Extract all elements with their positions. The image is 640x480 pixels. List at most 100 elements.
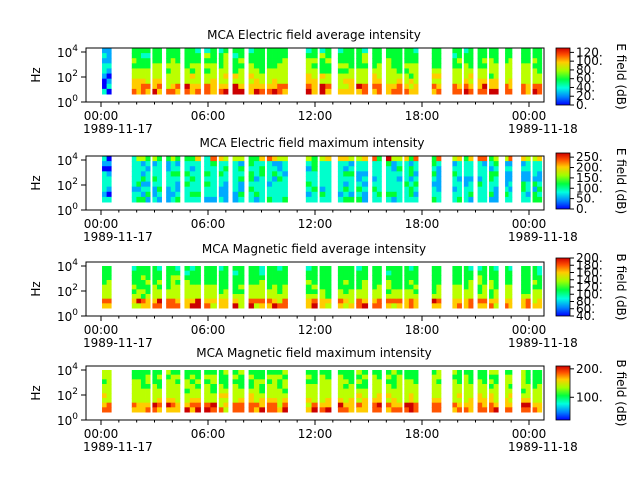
spectrogram-cell <box>152 156 158 162</box>
spectrogram-cell <box>195 303 201 309</box>
spectrogram-cell <box>508 284 513 290</box>
spectrogram-cell <box>508 196 513 203</box>
spectrogram-cell <box>456 270 462 276</box>
spectrogram-cell <box>508 156 513 162</box>
spectrogram-cell <box>477 266 483 272</box>
spectrogram-cell <box>218 196 224 203</box>
spectrogram-cell <box>140 289 146 295</box>
spectrogram-cell <box>532 58 538 64</box>
spectrogram-cell <box>145 176 151 183</box>
spectrogram-cell <box>272 88 278 95</box>
spectrogram-cell <box>343 171 349 177</box>
y-tick-exponent: 2 <box>72 283 78 293</box>
spectrogram-cell <box>152 294 158 300</box>
spectrogram-cell <box>493 83 499 90</box>
spectrogram-cell <box>508 176 513 183</box>
spectrogram-cell <box>431 303 437 309</box>
spectrogram-cell <box>396 73 403 80</box>
spectrogram-cell <box>325 384 332 390</box>
spectrogram-cell <box>391 384 398 390</box>
spectrogram-cell <box>361 68 369 75</box>
spectrogram-cell <box>136 73 142 80</box>
spectrogram-cell <box>404 270 410 276</box>
spectrogram-cell <box>106 275 112 281</box>
spectrogram-cell <box>477 68 483 75</box>
spectrogram-cell <box>537 402 543 408</box>
spectrogram-cell <box>337 284 344 290</box>
spectrogram-cell <box>477 181 483 188</box>
spectrogram-cell <box>521 294 527 300</box>
spectrogram-cell <box>175 402 181 408</box>
spectrogram-cell <box>325 398 332 404</box>
spectrogram-cell <box>102 275 108 281</box>
spectrogram-cell <box>493 270 499 276</box>
spectrogram-cell <box>259 275 266 281</box>
spectrogram-cell <box>477 48 483 54</box>
spectrogram-cell <box>152 166 158 172</box>
spectrogram-cell <box>102 388 108 394</box>
spectrogram-cell <box>521 181 527 188</box>
spectrogram-cell <box>272 294 278 300</box>
spectrogram-cell <box>166 161 172 167</box>
spectrogram-cell <box>272 388 278 394</box>
spectrogram-cell <box>337 166 344 172</box>
spectrogram-cell <box>436 196 442 203</box>
spectrogram-cell <box>376 68 382 75</box>
spectrogram-cell <box>204 407 211 413</box>
spectrogram-cell <box>272 156 278 162</box>
spectrogram-cell <box>152 186 158 193</box>
spectrogram-cell <box>482 398 488 404</box>
spectrogram-cell <box>232 161 239 167</box>
spectrogram-cell <box>272 266 278 272</box>
spectrogram-cell <box>131 398 137 404</box>
spectrogram-cell <box>152 88 158 95</box>
spectrogram-cell <box>238 402 245 408</box>
spectrogram-cell <box>166 58 172 64</box>
spectrogram-cell <box>489 53 495 59</box>
spectrogram-cell <box>505 166 509 172</box>
spectrogram-cell <box>468 58 474 64</box>
spectrogram-cell <box>361 171 369 177</box>
spectrogram-cell <box>521 407 527 413</box>
spectrogram-cell <box>166 166 172 172</box>
spectrogram-cell <box>272 298 278 304</box>
spectrogram-cell <box>218 181 224 188</box>
spectrogram-cell <box>106 388 112 394</box>
spectrogram-cell <box>204 186 211 193</box>
spectrogram-cell <box>102 379 108 385</box>
spectrogram-cell <box>482 166 488 172</box>
spectrogram-cell <box>145 270 151 276</box>
spectrogram-cell <box>463 284 469 290</box>
spectrogram-cell <box>195 53 201 59</box>
spectrogram-cell <box>456 78 462 85</box>
spectrogram-cell <box>431 270 437 276</box>
spectrogram-cell <box>525 181 531 188</box>
spectrogram-cell <box>525 266 531 272</box>
spectrogram-cell <box>391 303 398 309</box>
spectrogram-cell <box>152 58 158 64</box>
spectrogram-cell <box>223 289 229 295</box>
spectrogram-cell <box>238 270 245 276</box>
colorbar-label: E field (dB) <box>614 148 628 214</box>
spectrogram-cell <box>166 88 172 95</box>
spectrogram-cell <box>106 58 112 64</box>
spectrogram-cell <box>238 161 245 167</box>
spectrogram-cell <box>396 88 403 95</box>
spectrogram-cell <box>319 284 326 290</box>
spectrogram-cell <box>356 53 363 59</box>
spectrogram-cell <box>319 270 326 276</box>
spectrogram-cell <box>319 161 326 167</box>
spectrogram-cell <box>456 176 462 183</box>
spectrogram-cell <box>195 181 201 188</box>
spectrogram-cell <box>456 402 462 408</box>
spectrogram-cell <box>238 407 245 413</box>
spectrogram-cell <box>452 161 458 167</box>
spectrogram-cell <box>131 196 137 203</box>
spectrogram-cell <box>210 298 217 304</box>
spectrogram-cell <box>337 275 344 281</box>
spectrogram-cell <box>145 280 151 286</box>
spectrogram-cell <box>218 161 224 167</box>
spectrogram-cell <box>408 294 414 300</box>
spectrogram-cell <box>376 266 382 272</box>
spectrogram-cell <box>521 374 527 380</box>
